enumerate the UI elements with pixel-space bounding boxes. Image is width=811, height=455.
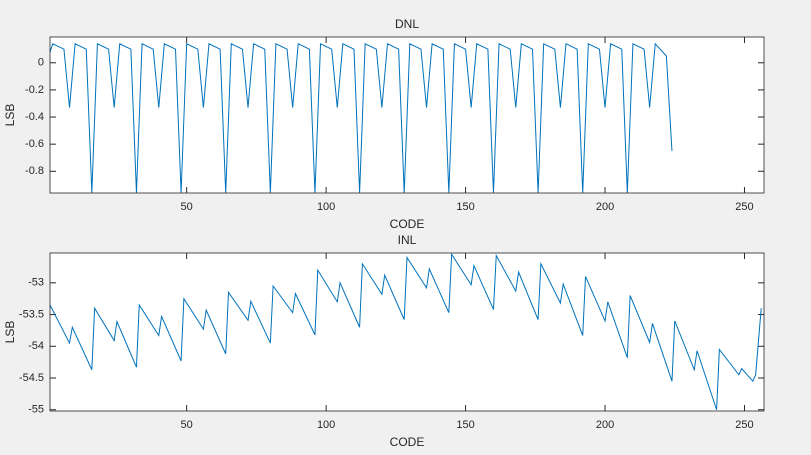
y-tick-label: -0.2 <box>25 84 44 96</box>
x-axis-label: CODE <box>390 435 425 449</box>
y-axis-label: LSB <box>3 321 17 344</box>
x-tick-label: 50 <box>181 419 193 431</box>
chart-title: DNL <box>395 17 419 31</box>
x-tick-label: 100 <box>317 201 335 213</box>
y-tick-label: -0.4 <box>25 111 44 123</box>
x-axis-label: CODE <box>390 217 425 231</box>
y-tick-label: -0.6 <box>25 138 44 150</box>
y-tick-label: -54.5 <box>19 372 44 384</box>
x-tick-label: 150 <box>456 419 474 431</box>
y-tick-label: -0.8 <box>25 165 44 177</box>
axes-box <box>49 252 765 412</box>
y-axis-label: LSB <box>3 104 17 127</box>
x-tick-label: 50 <box>181 201 193 213</box>
x-tick-label: 250 <box>735 419 753 431</box>
x-tick-label: 100 <box>317 419 335 431</box>
y-tick-label: -55 <box>28 404 44 416</box>
y-tick-label: 0 <box>38 57 44 69</box>
y-tick-label: -53.5 <box>19 308 44 320</box>
chart-title: INL <box>398 233 417 247</box>
y-tick-label: -54 <box>28 340 44 352</box>
data-line <box>49 252 762 410</box>
y-tick-label: -53 <box>28 277 44 289</box>
x-tick-label: 150 <box>456 201 474 213</box>
x-tick-label: 200 <box>596 201 614 213</box>
x-tick-label: 250 <box>735 201 753 213</box>
axes-box <box>49 36 765 194</box>
x-tick-label: 200 <box>596 419 614 431</box>
